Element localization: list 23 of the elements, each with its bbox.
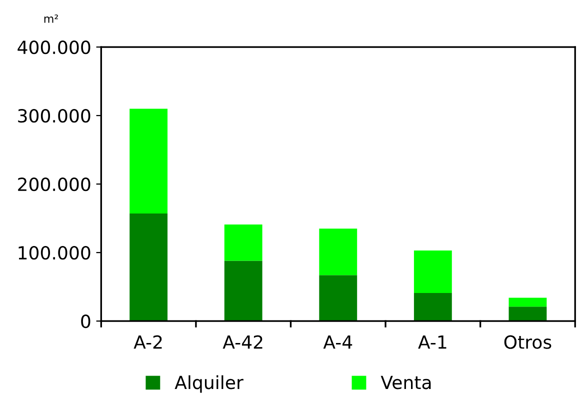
bar bbox=[319, 275, 358, 322]
bar bbox=[224, 224, 262, 261]
x-tick-label: Otros bbox=[504, 335, 552, 349]
y-tick-label: 400.000 bbox=[18, 40, 90, 54]
legend-label: Alquiler bbox=[174, 375, 244, 393]
x-tick-label: A-2 bbox=[134, 335, 162, 349]
x-tick-label: A-42 bbox=[222, 335, 262, 349]
x-tick-label: A-4 bbox=[323, 336, 352, 349]
y-tick-label: 200.000 bbox=[18, 178, 90, 192]
bar bbox=[414, 250, 452, 293]
y-tick-label: 100.000 bbox=[18, 246, 90, 260]
y-axis-title: m² bbox=[44, 14, 58, 23]
bar bbox=[508, 298, 547, 307]
y-tick-label: 0 bbox=[81, 314, 90, 328]
bar bbox=[319, 228, 358, 276]
x-tick-label: A-1 bbox=[418, 336, 446, 349]
bar bbox=[130, 108, 168, 214]
bar bbox=[224, 260, 262, 322]
bar bbox=[508, 306, 547, 322]
bar bbox=[414, 292, 452, 322]
legend-label: Venta bbox=[380, 376, 431, 390]
bar bbox=[130, 214, 168, 322]
y-tick-label: 300.000 bbox=[18, 109, 90, 123]
